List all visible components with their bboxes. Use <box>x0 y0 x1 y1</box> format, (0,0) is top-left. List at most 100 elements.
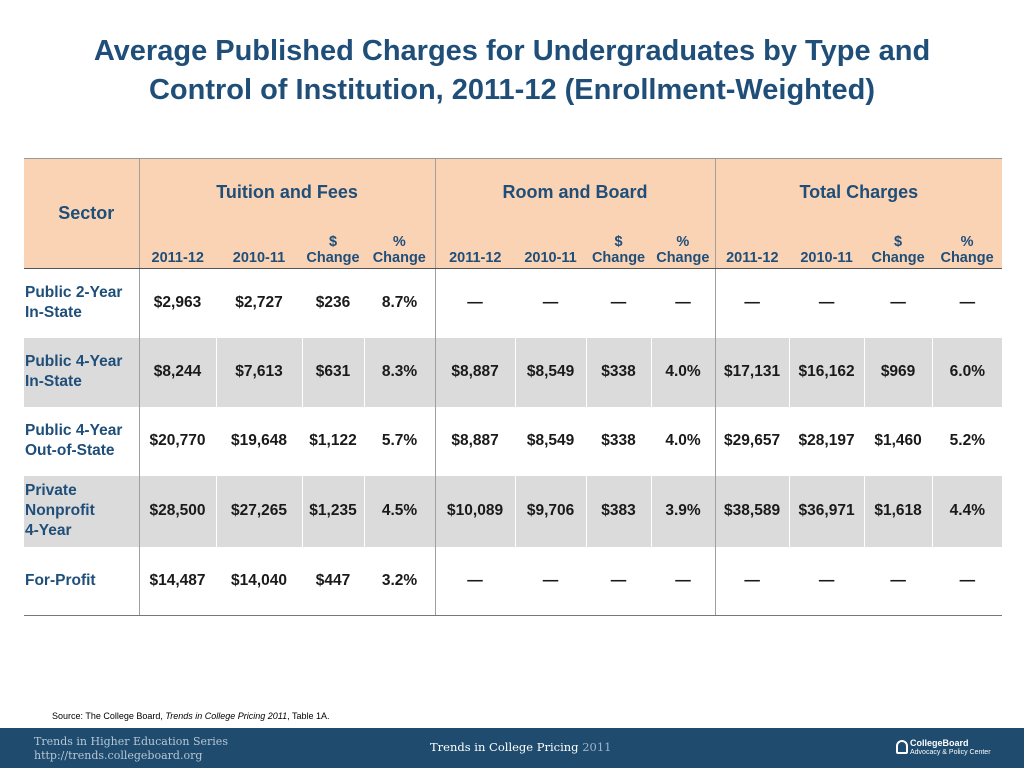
table-cell: — <box>585 546 652 616</box>
table-cell: — <box>650 268 716 338</box>
table-cell: $1,235 <box>301 475 364 547</box>
table-cell: 3.2% <box>363 546 436 616</box>
subheader-line: 2010-11 <box>524 250 577 266</box>
table-cell: 3.9% <box>650 475 716 547</box>
subheader-percent-change: % Change <box>364 226 436 269</box>
subheader-line: 2010-11 <box>800 250 853 266</box>
subheader-line: 2011-12 <box>151 250 204 266</box>
subheader-line: $ <box>328 234 338 250</box>
group-header-tuition: Tuition and Fees <box>138 158 436 227</box>
table-cell: $8,887 <box>434 337 516 407</box>
subheader-percent-change: % Change <box>932 226 1003 269</box>
table-cell: — <box>650 546 716 616</box>
table-cell: 8.3% <box>363 337 436 407</box>
table-cell: $383 <box>585 475 652 547</box>
subheader-line: 2011-12 <box>449 250 502 266</box>
table-cell: 8.7% <box>363 268 436 338</box>
source-note: Source: The College Board, Trends in Col… <box>52 711 330 721</box>
table-cell: $38,589 <box>714 475 790 547</box>
table-cell: $36,971 <box>788 475 865 547</box>
table-cell: — <box>788 268 865 338</box>
sector-name-line: In-State <box>25 373 82 390</box>
table-cell: $447 <box>301 546 364 616</box>
table-cell: — <box>931 546 1003 616</box>
logo-name: CollegeBoard <box>910 738 969 748</box>
source-prefix: Source: The College Board, <box>52 711 166 721</box>
footer-report-name: Trends in College Pricing <box>430 740 583 754</box>
table-row: For-Profit $14,487 $14,040 $447 3.2% — — — — — — — — <box>24 546 1003 616</box>
sector-name-line: 4-Year <box>25 522 72 539</box>
table-cell: $10,089 <box>434 475 516 547</box>
table-cell: 4.0% <box>650 337 716 407</box>
sector-name-line: Public 2-Year <box>25 284 123 302</box>
footer-series-url: http://trends.collegeboard.org <box>34 749 203 762</box>
table-cell: — <box>585 268 652 338</box>
table-cell: — <box>434 268 516 338</box>
table-cell: $8,887 <box>434 406 516 476</box>
table-cell: $17,131 <box>714 337 790 407</box>
table-cell: — <box>863 546 933 616</box>
subheader-percent-change: % Change <box>651 226 716 269</box>
table-cell: 4.4% <box>931 475 1003 547</box>
subheader-dollar-change: $ Change <box>302 226 364 269</box>
table-cell: — <box>714 268 790 338</box>
table-cell: $19,648 <box>215 406 302 476</box>
sector-name-line: Out-of-State <box>25 442 115 459</box>
table-cell: $14,487 <box>138 546 216 616</box>
table-cell: — <box>931 268 1003 338</box>
subheader-line: % <box>392 234 406 250</box>
table-cell: $29,657 <box>714 406 790 476</box>
table-cell: $2,727 <box>215 268 302 338</box>
table-cell: $1,122 <box>301 406 364 476</box>
subheader-dollar-change: $ Change <box>864 226 933 269</box>
sector-header: Sector <box>24 158 139 269</box>
sector-name-line: Nonprofit <box>25 502 95 519</box>
table-cell: $8,244 <box>138 337 216 407</box>
table-cell: $20,770 <box>138 406 216 476</box>
sector-name-line: Public 4-Year <box>25 353 123 370</box>
subheader-line: Change <box>656 250 710 266</box>
sector-name: Private Nonprofit 4-Year <box>24 475 139 547</box>
logo-subtitle: Advocacy & Policy Center <box>910 749 991 756</box>
sector-name: Public 4-Year In-State <box>24 337 139 407</box>
table-row: Public 4-Year In-State $8,244 $7,613 $631 8.3… <box>24 337 1003 407</box>
subheader-year-prior: 2010-11 <box>216 226 302 269</box>
subheader-dollar-change: $ Change <box>586 226 652 269</box>
sector-name-line: Public 4-Year <box>25 422 123 439</box>
subheader-year-current: 2011-12 <box>138 226 216 269</box>
group-header-total: Total Charges <box>714 158 1003 227</box>
sector-name: For-Profit <box>24 546 139 616</box>
subheader-year-current: 2011-12 <box>434 226 516 269</box>
sector-name-line: For-Profit <box>25 571 96 589</box>
subheader-line: Change <box>591 250 646 266</box>
footer-report-title: Trends in College Pricing 2011 <box>430 740 611 754</box>
subheader-line: 2011-12 <box>726 250 779 266</box>
table-cell: $338 <box>585 337 652 407</box>
table-cell: $27,265 <box>215 475 302 547</box>
table-cell: $236 <box>301 268 364 338</box>
source-suffix: , Table 1A. <box>287 711 330 721</box>
subheader-line: $ <box>894 234 903 250</box>
subheader-line: 2010-11 <box>232 250 286 266</box>
table-cell: $14,040 <box>215 546 302 616</box>
subheader-row: 2011-12 2010-11 $ Change% Change 2011-12 2010-… <box>24 226 1003 269</box>
table-cell: — <box>863 268 933 338</box>
table-cell: — <box>514 546 587 616</box>
table-cell: 5.7% <box>363 406 436 476</box>
charges-table: Sector Tuition and Fees Room and Board T… <box>24 158 1003 616</box>
subheader-year-prior: 2010-11 <box>515 226 587 269</box>
table-cell: 6.0% <box>931 337 1003 407</box>
table-cell: $7,613 <box>215 337 302 407</box>
table-cell: 4.5% <box>363 475 436 547</box>
acorn-icon <box>896 740 908 754</box>
group-header-row: Sector Tuition and Fees Room and Board T… <box>24 158 1003 269</box>
subheader-line: Change <box>372 250 426 266</box>
subheader-line: % <box>676 234 690 250</box>
sector-name-line: In-State <box>25 304 82 322</box>
table-cell: — <box>514 268 587 338</box>
table-cell: $2,963 <box>138 268 216 338</box>
footer-bar: Trends in Higher Education Series http:/… <box>0 728 1024 768</box>
table-body: Public 2-Year In-State $2,963 $2,727 $236 8.7… <box>24 268 1003 616</box>
table-row: Public 2-Year In-State $2,963 $2,727 $236 8.7… <box>24 268 1003 338</box>
table-cell: $9,706 <box>514 475 587 547</box>
